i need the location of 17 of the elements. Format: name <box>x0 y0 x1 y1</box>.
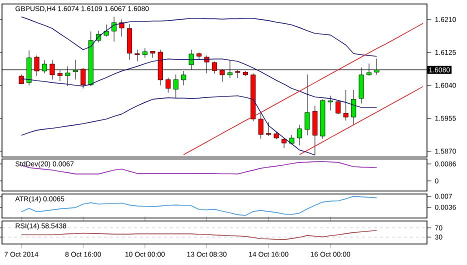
candlestick <box>351 90 356 126</box>
candlestick <box>142 48 148 58</box>
candlestick <box>112 16 117 42</box>
candlestick <box>134 49 140 62</box>
candlestick <box>173 74 178 98</box>
candlestick <box>104 24 109 37</box>
candlestick <box>119 19 124 37</box>
candlestick <box>166 77 171 93</box>
candlestick <box>304 74 310 136</box>
candlestick <box>196 52 202 60</box>
candlestick <box>282 138 287 148</box>
candlestick <box>336 100 341 114</box>
candlestick <box>296 124 302 146</box>
candlestick <box>343 90 348 121</box>
candlestick <box>328 96 333 111</box>
candlestick <box>258 112 264 140</box>
candlestick <box>266 122 272 136</box>
